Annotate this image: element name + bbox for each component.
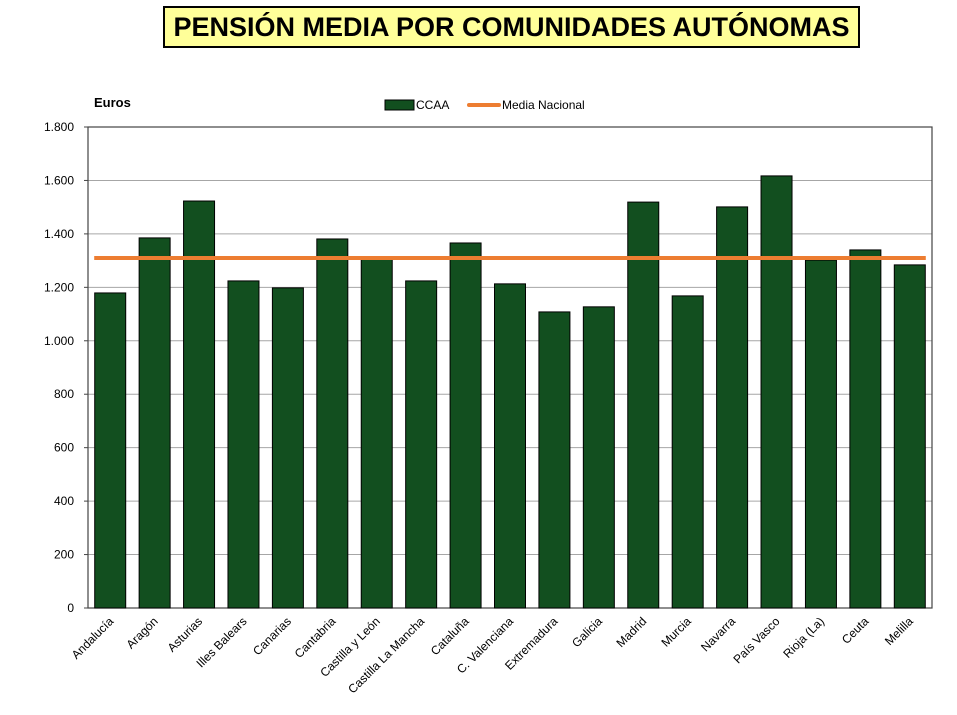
bar <box>183 200 216 609</box>
x-tick-label: Castilla La Mancha <box>345 614 427 696</box>
bar <box>271 287 304 609</box>
y-tick-label: 1.000 <box>44 334 74 348</box>
legend-label-ccaa: CCAA <box>416 98 449 112</box>
x-tick-label: Andalucía <box>69 614 117 662</box>
bar <box>316 238 349 609</box>
bar <box>582 306 615 609</box>
y-tick-label: 200 <box>54 548 74 562</box>
bar <box>360 256 393 609</box>
y-tick-label: 600 <box>54 441 74 455</box>
x-tick-label: Aragón <box>123 614 160 651</box>
y-tick-label: 400 <box>54 494 74 508</box>
bar <box>94 292 127 609</box>
x-tick-label: Cataluña <box>428 614 472 658</box>
y-tick-label: 1.800 <box>44 120 74 134</box>
bar <box>538 311 571 609</box>
legend-swatch-ccaa <box>384 99 415 111</box>
x-tick-label: Navarra <box>698 614 738 654</box>
chart-title: PENSIÓN MEDIA POR COMUNIDADES AUTÓNOMAS <box>163 6 860 48</box>
x-tick-label: Rioja (La) <box>780 614 827 661</box>
x-tick-label: País Vasco <box>730 614 782 666</box>
bar <box>494 283 526 609</box>
x-tick-label: Galicia <box>569 614 605 650</box>
x-tick-label: Madrid <box>614 614 650 650</box>
y-tick-label: 800 <box>54 387 74 401</box>
bar <box>804 259 837 609</box>
x-tick-label: Melilla <box>882 614 916 648</box>
bar <box>716 206 749 609</box>
bar <box>405 280 438 609</box>
bar <box>893 264 926 609</box>
y-tick-label: 1.200 <box>44 280 74 294</box>
y-tick-label: 1.400 <box>44 227 74 241</box>
x-tick-label: Canarias <box>250 614 294 658</box>
bar <box>227 280 260 609</box>
x-tick-label: Ceuta <box>839 614 872 647</box>
bar <box>671 295 704 609</box>
bar <box>849 249 882 609</box>
bar <box>449 242 482 609</box>
x-tick-label: Murcia <box>658 614 694 650</box>
legend-label-media: Media Nacional <box>502 98 585 112</box>
y-tick-label: 1.600 <box>44 173 74 187</box>
y-axis-label: Euros <box>94 95 131 110</box>
x-tick-label: Cantabria <box>292 614 339 661</box>
bar <box>760 175 793 609</box>
bar <box>627 201 660 609</box>
x-tick-label: Asturias <box>165 614 206 655</box>
y-tick-label: 0 <box>67 601 74 615</box>
bar <box>138 237 171 609</box>
